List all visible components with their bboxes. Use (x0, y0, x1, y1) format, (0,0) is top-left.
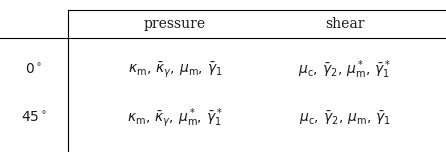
Text: $\mu_{\mathrm{c}},\,\bar{\gamma}_2,\,\mu_{\mathrm{m}},\,\bar{\gamma}_1$: $\mu_{\mathrm{c}},\,\bar{\gamma}_2,\,\mu… (299, 109, 391, 127)
Text: $\kappa_{\mathrm{m}},\,\bar{\kappa}_{\gamma},\,\mu_{\mathrm{m}},\,\bar{\gamma}_1: $\kappa_{\mathrm{m}},\,\bar{\kappa}_{\ga… (128, 60, 223, 79)
Text: shear: shear (325, 17, 365, 31)
Text: $45^\circ$: $45^\circ$ (21, 111, 47, 125)
Text: $\mu_{\mathrm{c}},\,\bar{\gamma}_2,\,\mu^*_{\mathrm{m}},\,\bar{\gamma}^*_1$: $\mu_{\mathrm{c}},\,\bar{\gamma}_2,\,\mu… (298, 59, 392, 81)
Text: $\kappa_{\mathrm{m}},\,\bar{\kappa}_{\gamma},\,\mu^*_{\mathrm{m}},\,\bar{\gamma}: $\kappa_{\mathrm{m}},\,\bar{\kappa}_{\ga… (127, 107, 223, 130)
Text: pressure: pressure (144, 17, 206, 31)
Text: $0^\circ$: $0^\circ$ (25, 63, 43, 77)
